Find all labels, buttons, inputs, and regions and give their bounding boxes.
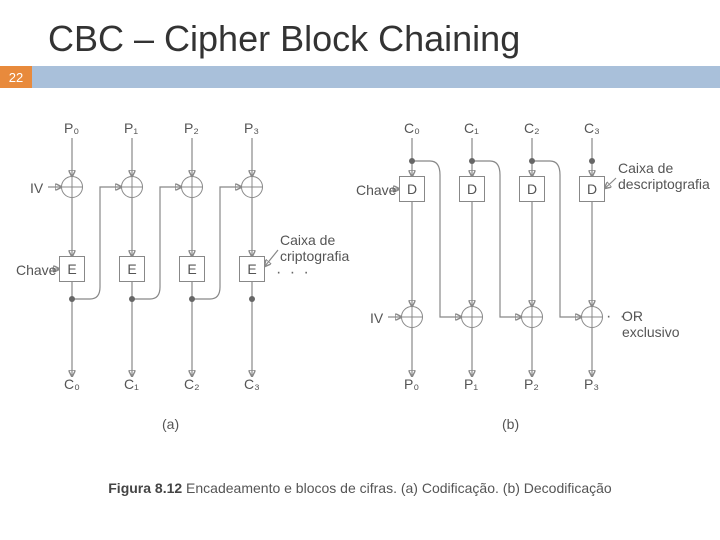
dec-output-2: P₂ — [524, 376, 539, 392]
diagram-wires — [12, 116, 708, 436]
dec-ellipsis: · · · — [606, 308, 641, 326]
cbc-diagram: P₀ E C₀ P₁ E C₁ P₂ E C₂ P₃ E C₃ IV Chave Caixa decript… — [12, 116, 708, 436]
enc-xor-0 — [61, 176, 83, 198]
dec-output-0: P₀ — [404, 376, 419, 392]
enc-xor-2 — [181, 176, 203, 198]
dec-annotation: Caixa dedescriptografia — [618, 160, 710, 192]
page-number-badge: 22 — [0, 66, 32, 88]
enc-input-3: P₃ — [244, 120, 259, 136]
enc-box-0: E — [59, 256, 85, 282]
dec-input-0: C₀ — [404, 120, 420, 136]
enc-output-3: C₃ — [244, 376, 260, 392]
dec-iv-label: IV — [370, 310, 383, 326]
dec-branch-dot-3 — [589, 158, 595, 164]
figure-text: Encadeamento e blocos de cifras. (a) Cod… — [182, 480, 612, 496]
dec-input-2: C₂ — [524, 120, 540, 136]
header-bar: 22 — [0, 66, 720, 88]
enc-input-1: P₁ — [124, 120, 138, 136]
enc-box-3: E — [239, 256, 265, 282]
enc-box-2: E — [179, 256, 205, 282]
enc-sublabel: (a) — [162, 416, 179, 432]
enc-box-1: E — [119, 256, 145, 282]
enc-branch-dot-3 — [249, 296, 255, 302]
dec-output-1: P₁ — [464, 376, 478, 392]
dec-box-3: D — [579, 176, 605, 202]
enc-iv-label: IV — [30, 180, 43, 196]
dec-branch-dot-0 — [409, 158, 415, 164]
dec-xor-3 — [581, 306, 603, 328]
figure-caption: Figura 8.12 Encadeamento e blocos de cif… — [0, 480, 720, 496]
enc-input-2: P₂ — [184, 120, 199, 136]
enc-output-0: C₀ — [64, 376, 80, 392]
dec-sublabel: (b) — [502, 416, 519, 432]
enc-xor-3 — [241, 176, 263, 198]
dec-input-3: C₃ — [584, 120, 600, 136]
enc-annotation: Caixa decriptografia — [280, 232, 349, 264]
enc-branch-dot-0 — [69, 296, 75, 302]
enc-key-label: Chave — [16, 262, 56, 278]
dec-box-0: D — [399, 176, 425, 202]
dec-xor-2 — [521, 306, 543, 328]
enc-xor-1 — [121, 176, 143, 198]
dec-branch-dot-1 — [469, 158, 475, 164]
enc-branch-dot-2 — [189, 296, 195, 302]
dec-box-1: D — [459, 176, 485, 202]
dec-key-label: Chave — [356, 182, 396, 198]
enc-ellipsis: · · · — [276, 264, 311, 282]
enc-branch-dot-1 — [129, 296, 135, 302]
enc-output-1: C₁ — [124, 376, 139, 392]
slide-title: CBC – Cipher Block Chaining — [0, 0, 720, 66]
accent-bar — [32, 66, 720, 88]
enc-input-0: P₀ — [64, 120, 79, 136]
figure-number: Figura 8.12 — [108, 480, 182, 496]
dec-branch-dot-2 — [529, 158, 535, 164]
dec-input-1: C₁ — [464, 120, 479, 136]
dec-xor-0 — [401, 306, 423, 328]
dec-xor-1 — [461, 306, 483, 328]
enc-output-2: C₂ — [184, 376, 200, 392]
dec-box-2: D — [519, 176, 545, 202]
dec-output-3: P₃ — [584, 376, 599, 392]
